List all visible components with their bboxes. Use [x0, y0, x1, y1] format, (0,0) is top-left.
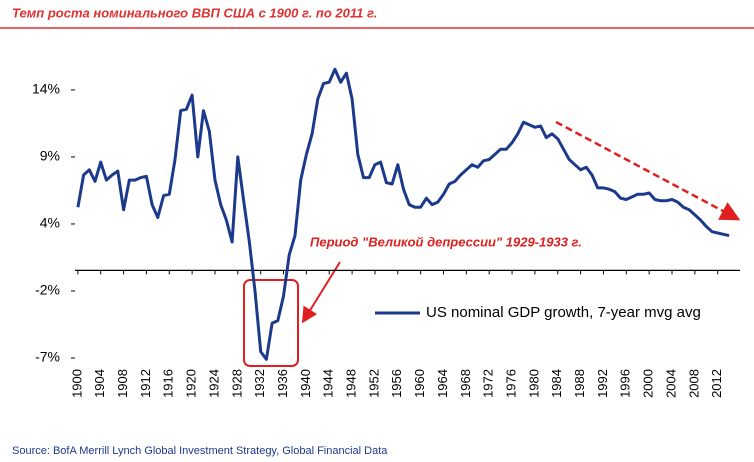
highlight-box	[243, 279, 299, 367]
x-tick-label: 2000	[641, 369, 656, 398]
x-tick-label: 1996	[618, 369, 633, 398]
x-tick-label: 1988	[572, 369, 587, 398]
y-tick-label: 14%	[32, 81, 60, 97]
legend-label: US nominal GDP growth, 7-year mvg avg	[426, 304, 701, 321]
x-tick-label: 1904	[92, 369, 107, 398]
y-tick-label: 4%	[40, 215, 60, 231]
x-tick-label: 1956	[389, 369, 404, 398]
x-tick-label: 1928	[229, 369, 244, 398]
x-tick-label: 1916	[161, 369, 176, 398]
x-tick-label: 1924	[206, 369, 221, 398]
x-tick-label: 1964	[435, 369, 450, 398]
x-tick-label: 1980	[526, 369, 541, 398]
x-tick-label: 1944	[321, 369, 336, 398]
y-tick-label: -7%	[35, 349, 60, 365]
x-tick-label: 1900	[69, 369, 84, 398]
x-tick-label: 2008	[686, 369, 701, 398]
annotation: Период "Великой депрессии" 1929-1933 г.	[310, 234, 582, 249]
x-tick-label: 1960	[412, 369, 427, 398]
x-tick-label: 1968	[458, 369, 473, 398]
x-tick-label: 1948	[344, 369, 359, 398]
trend-arrow	[555, 120, 741, 221]
x-tick-label: 1984	[549, 369, 564, 398]
x-tick-label: 2012	[709, 369, 724, 398]
x-tick-label: 1976	[503, 369, 518, 398]
series-line	[76, 67, 730, 361]
x-tick-label: 1920	[184, 369, 199, 398]
y-tick-label: -2%	[35, 282, 60, 298]
y-tick-label: 9%	[40, 148, 60, 164]
annotation-arrow	[301, 261, 341, 324]
x-tick-label: 1940	[298, 369, 313, 398]
x-tick-label: 1912	[138, 369, 153, 398]
x-tick-label: 1992	[595, 369, 610, 398]
x-tick-label: 2004	[663, 369, 678, 398]
x-tick-label: 1936	[275, 369, 290, 398]
source: Source: BofA Merrill Lynch Global Invest…	[12, 445, 388, 457]
chart-title: Темп роста номинального ВВП США с 1900 г…	[12, 5, 377, 20]
x-tick-label: 1972	[481, 369, 496, 398]
x-tick-label: 1952	[366, 369, 381, 398]
x-tick-label: 1908	[115, 369, 130, 398]
x-tick-label: 1932	[252, 369, 267, 398]
